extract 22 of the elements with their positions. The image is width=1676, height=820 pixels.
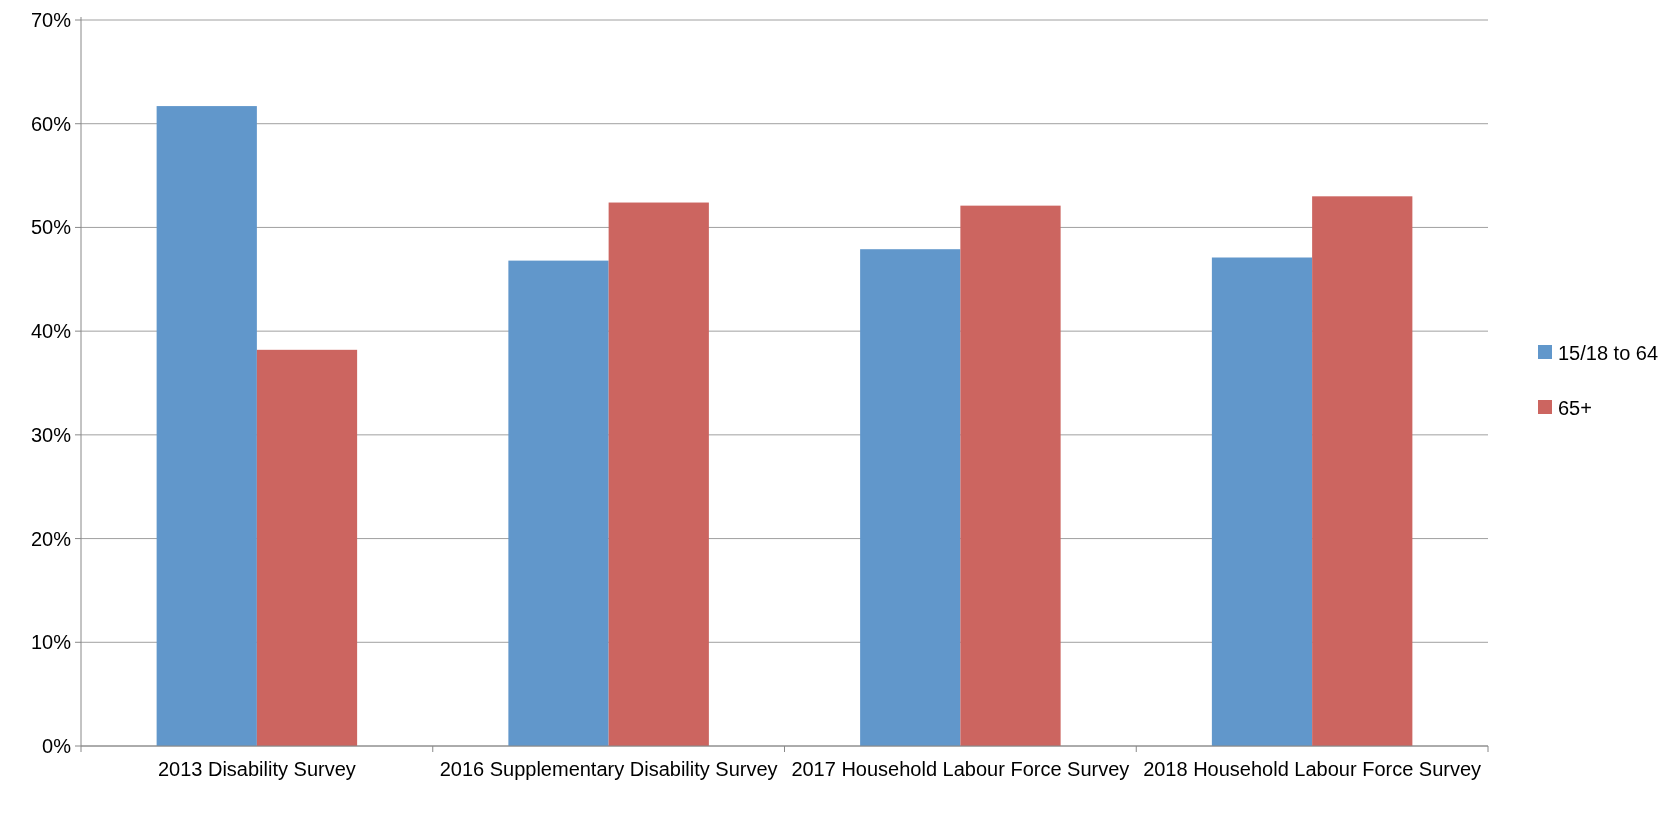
bar xyxy=(1211,257,1313,746)
y-tick-label: 30% xyxy=(30,423,72,446)
legend-label: 15/18 to 64 xyxy=(1558,342,1659,364)
bar xyxy=(508,260,609,746)
bar xyxy=(156,106,257,746)
y-tick-label: 60% xyxy=(30,112,72,135)
legend-label: 65+ xyxy=(1558,397,1592,419)
y-tick-label: 20% xyxy=(30,527,72,550)
bar xyxy=(860,249,961,746)
x-tick-label: 2018 Household Labour Force Survey xyxy=(1143,758,1482,780)
y-tick-label: 40% xyxy=(30,320,72,343)
y-tick-label: 70% xyxy=(30,9,72,31)
y-tick-label: 50% xyxy=(30,216,72,239)
x-tick-label: 2016 Supplementary Disability Survey xyxy=(439,758,778,780)
bar xyxy=(960,205,1061,746)
x-tick-label: 2017 Household Labour Force Survey xyxy=(791,758,1130,780)
y-tick-label: 10% xyxy=(30,631,72,654)
bar xyxy=(608,202,709,746)
x-tick-label: 2013 Disability Survey xyxy=(157,758,356,780)
bar xyxy=(256,349,358,746)
bar xyxy=(1312,196,1413,746)
y-tick-label: 0% xyxy=(42,735,72,757)
